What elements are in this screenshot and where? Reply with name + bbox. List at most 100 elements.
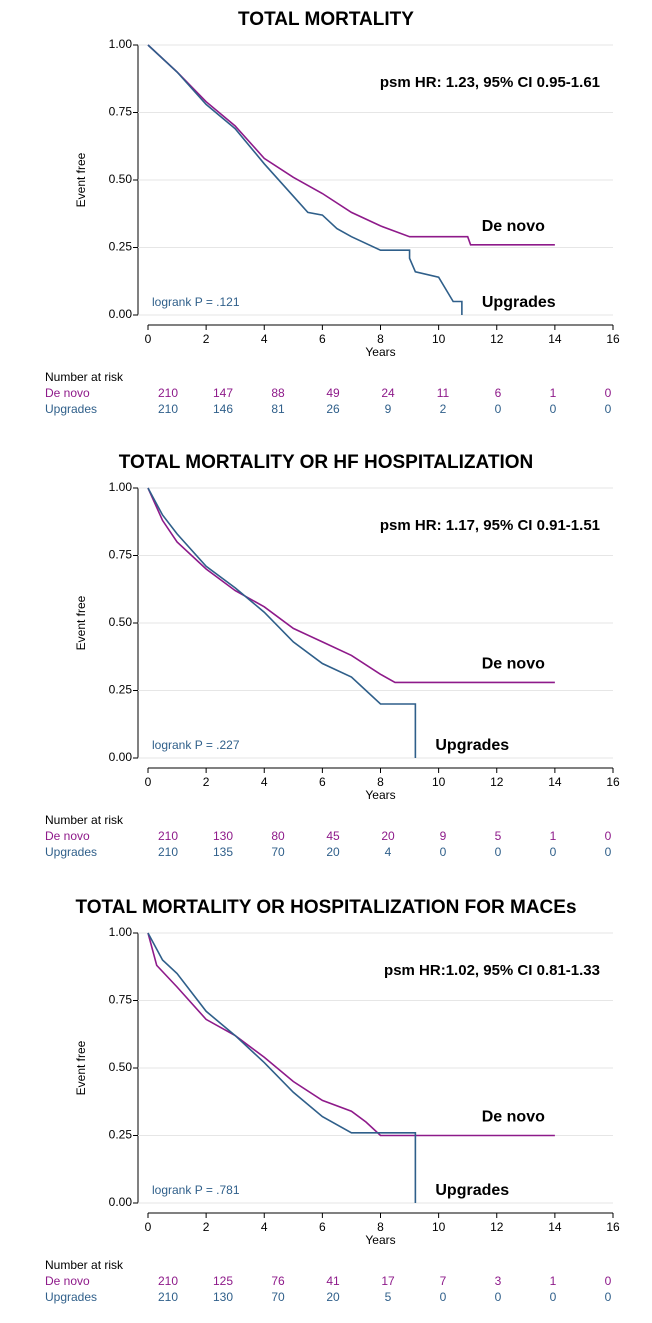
series-label: De novo (482, 656, 545, 673)
series-label: Upgrades (482, 294, 556, 311)
risk-value: 0 (605, 386, 612, 400)
risk-value: 130 (213, 1290, 233, 1304)
risk-value: 20 (326, 845, 340, 859)
risk-row-label: Upgrades (45, 1290, 97, 1304)
x-tick-label: 12 (490, 332, 504, 346)
x-tick-label: 2 (203, 332, 210, 346)
y-tick-label: 0.25 (109, 683, 133, 697)
risk-value: 210 (158, 845, 178, 859)
y-tick-label: 0.50 (109, 1060, 133, 1074)
km-curve (147, 487, 555, 684)
series-label: Upgrades (435, 737, 509, 754)
risk-value: 0 (495, 402, 502, 416)
x-tick-label: 0 (145, 1220, 152, 1234)
x-axis-label: Years (365, 345, 395, 359)
risk-value: 0 (605, 1274, 612, 1288)
x-tick-label: 12 (490, 1220, 504, 1234)
risk-value: 0 (605, 845, 612, 859)
y-tick-label: 1.00 (109, 37, 133, 51)
x-tick-label: 2 (203, 1220, 210, 1234)
risk-value: 45 (326, 829, 340, 843)
risk-value: 1 (550, 829, 557, 843)
y-tick-label: 0.75 (109, 105, 133, 119)
x-tick-label: 6 (319, 775, 326, 789)
risk-value: 5 (495, 829, 502, 843)
risk-value: 1 (550, 1274, 557, 1288)
risk-value: 0 (605, 402, 612, 416)
risk-value: 70 (271, 845, 285, 859)
x-tick-label: 8 (377, 1220, 384, 1234)
risk-value: 24 (381, 386, 395, 400)
y-tick-label: 0.75 (109, 993, 133, 1007)
risk-value: 9 (440, 829, 447, 843)
risk-row-label: Upgrades (45, 402, 97, 416)
y-tick-label: 0.25 (109, 1128, 133, 1142)
risk-value: 135 (213, 845, 233, 859)
risk-value: 0 (495, 845, 502, 859)
risk-value: 4 (385, 845, 392, 859)
y-tick-label: 0.00 (109, 750, 133, 764)
risk-value: 0 (550, 402, 557, 416)
risk-value: 130 (213, 829, 233, 843)
risk-value: 41 (326, 1274, 340, 1288)
risk-value: 70 (271, 1290, 285, 1304)
risk-row-label: De novo (45, 829, 90, 843)
y-axis-label: Event free (74, 595, 88, 650)
risk-value: 3 (495, 1274, 502, 1288)
y-tick-label: 0.00 (109, 307, 133, 321)
x-tick-label: 4 (261, 332, 268, 346)
y-axis-label: Event free (74, 1040, 88, 1095)
risk-value: 210 (158, 402, 178, 416)
km-curve (147, 44, 555, 246)
y-tick-label: 1.00 (109, 925, 133, 939)
risk-value: 147 (213, 386, 233, 400)
x-tick-label: 14 (548, 332, 562, 346)
x-tick-label: 14 (548, 775, 562, 789)
x-tick-label: 8 (377, 775, 384, 789)
x-tick-label: 8 (377, 332, 384, 346)
risk-value: 80 (271, 829, 285, 843)
risk-value: 81 (271, 402, 285, 416)
x-tick-label: 0 (145, 775, 152, 789)
risk-table-title: Number at risk (45, 1258, 124, 1272)
risk-value: 2 (440, 402, 447, 416)
risk-row-label: De novo (45, 1274, 90, 1288)
y-tick-label: 0.25 (109, 240, 133, 254)
x-tick-label: 16 (606, 775, 620, 789)
km-curve (147, 932, 555, 1137)
y-tick-label: 0.75 (109, 548, 133, 562)
risk-value: 146 (213, 402, 233, 416)
km-curve (147, 44, 463, 315)
x-tick-label: 6 (319, 332, 326, 346)
risk-value: 210 (158, 1290, 178, 1304)
x-tick-label: 10 (432, 775, 446, 789)
risk-value: 210 (158, 386, 178, 400)
risk-value: 0 (440, 845, 447, 859)
series-label: De novo (482, 218, 545, 235)
y-tick-label: 0.50 (109, 615, 133, 629)
test-label: logrank P = .781 (152, 1183, 240, 1197)
risk-value: 125 (213, 1274, 233, 1288)
risk-table-title: Number at risk (45, 813, 124, 827)
risk-row-label: De novo (45, 386, 90, 400)
x-tick-label: 6 (319, 1220, 326, 1234)
risk-value: 20 (326, 1290, 340, 1304)
x-tick-label: 12 (490, 775, 504, 789)
risk-value: 0 (495, 1290, 502, 1304)
risk-value: 76 (271, 1274, 285, 1288)
chart-title: TOTAL MORTALITY OR HF HOSPITALIZATION (119, 452, 533, 473)
series-label: De novo (482, 1109, 545, 1126)
x-tick-label: 4 (261, 775, 268, 789)
x-tick-label: 16 (606, 332, 620, 346)
x-tick-label: 10 (432, 332, 446, 346)
risk-value: 210 (158, 829, 178, 843)
risk-value: 210 (158, 1274, 178, 1288)
x-axis-label: Years (365, 788, 395, 802)
risk-value: 0 (605, 829, 612, 843)
risk-value: 7 (440, 1274, 447, 1288)
risk-value: 17 (381, 1274, 395, 1288)
x-axis-label: Years (365, 1233, 395, 1247)
risk-value: 0 (550, 1290, 557, 1304)
km-curve (147, 487, 417, 758)
